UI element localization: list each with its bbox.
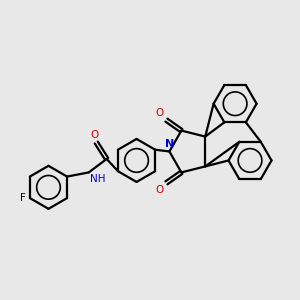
Text: F: F bbox=[20, 193, 26, 203]
Text: O: O bbox=[156, 108, 164, 118]
Text: NH: NH bbox=[90, 174, 106, 184]
Text: N: N bbox=[165, 139, 174, 148]
Text: O: O bbox=[91, 130, 99, 140]
Text: O: O bbox=[156, 185, 164, 195]
